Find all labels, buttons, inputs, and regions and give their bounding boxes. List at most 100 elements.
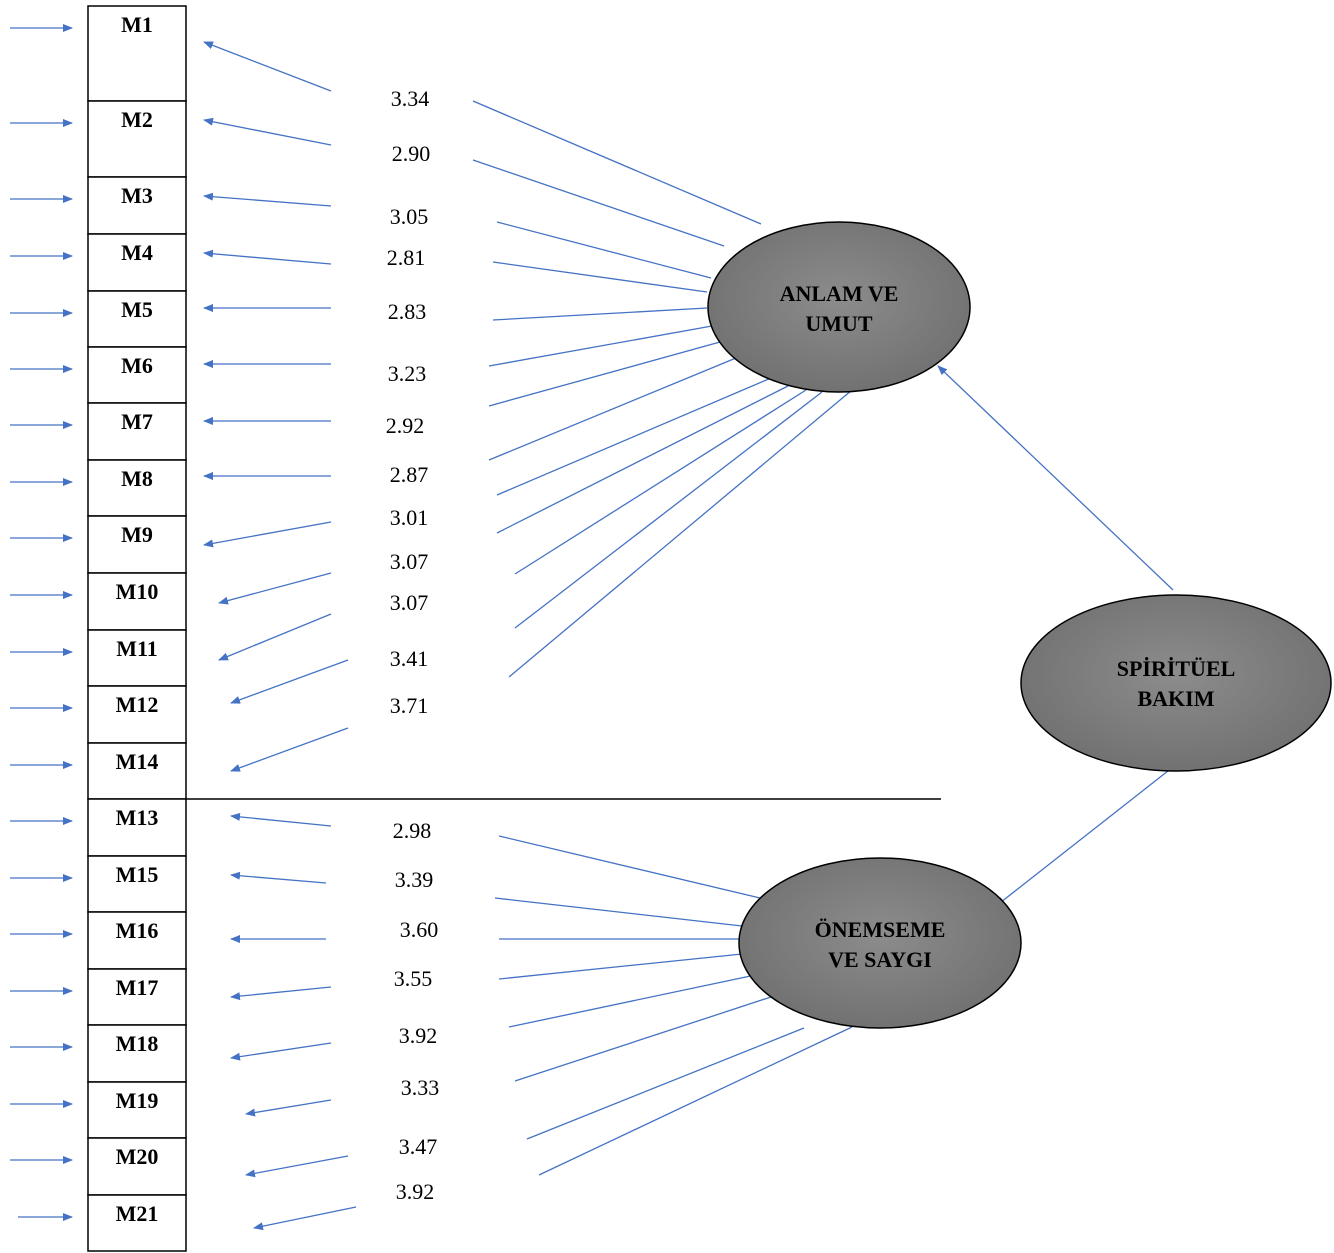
coefficient-label: 3.34 [391, 86, 430, 111]
item-box-m19: M19 [87, 1081, 187, 1139]
factor-spiritual-care-line2: BAKIM [1138, 686, 1215, 711]
coefficient-label: 3.07 [390, 549, 429, 574]
factor-ray [498, 835, 761, 899]
loading-arrow [203, 521, 332, 548]
factor-ray [488, 341, 721, 407]
factor-ray [526, 1027, 805, 1140]
factor-ray [508, 973, 761, 1028]
item-box-frame [87, 572, 187, 631]
item-box-m17: M17 [87, 968, 187, 1026]
coefficient-label: 3.41 [390, 646, 429, 671]
factor-ray [514, 993, 781, 1082]
loading-arrow [230, 1042, 332, 1061]
item-box-m10: M10 [87, 572, 187, 631]
item-box-frame [87, 911, 187, 970]
item-box-m8: M8 [87, 459, 187, 517]
item-box-m2: M2 [87, 100, 187, 178]
item-boxes: M1 M2 M3 M4 M5 M6 M7 M8 M9 M10 M11 M12 M14 M13 M15 M16 M… [87, 5, 187, 1252]
item-box-m6: M6 [87, 346, 187, 404]
factor-spiritual-care: SPİRİTÜEL BAKIM [1020, 594, 1332, 772]
coefficient-labels: 3.34 2.90 3.05 2.81 2.83 3.23 2.92 2.87 3.01 3.07… [386, 86, 440, 1204]
item-box-frame [87, 1194, 187, 1252]
loading-arrow [230, 812, 332, 827]
item-box-frame [87, 5, 187, 102]
item-box-frame [87, 629, 187, 687]
item-box-frame [87, 1024, 187, 1083]
coefficient-label: 2.90 [392, 141, 431, 166]
item-box-m7: M7 [87, 402, 187, 461]
loading-arrow [245, 1099, 332, 1117]
item-box-frame [87, 459, 187, 517]
item-box-m16: M16 [87, 911, 187, 970]
factor-care-respect-line2: VE SAYGI [828, 947, 932, 972]
item-box-m9: M9 [87, 515, 187, 574]
factor-care-respect: ÖNEMSEME VE SAYGI [738, 857, 1022, 1029]
factor-meaning-hope-line1: ANLAM VE [780, 281, 899, 306]
item-label: M21 [116, 1201, 159, 1226]
factor-ray [492, 261, 708, 293]
factor-ray [488, 357, 737, 461]
item-label: M10 [116, 579, 159, 604]
item-box-m15: M15 [87, 855, 187, 913]
item-label: M3 [121, 183, 153, 208]
factor-ray [538, 1026, 853, 1176]
loading-arrow [218, 613, 332, 661]
item-label: M1 [121, 12, 153, 37]
item-box-m12: M12 [87, 685, 187, 744]
coefficient-label: 2.98 [393, 818, 432, 843]
item-box-frame [87, 176, 187, 235]
factor-meaning-hope: ANLAM VE UMUT [707, 221, 971, 393]
item-box-m18: M18 [87, 1024, 187, 1083]
item-label: M20 [116, 1144, 159, 1169]
item-box-m14: M14 [87, 742, 187, 800]
item-box-frame [87, 1081, 187, 1139]
item-label: M12 [116, 692, 159, 717]
coefficient-label: 2.87 [390, 462, 429, 487]
factor-ray [472, 100, 762, 225]
factor-spiritual-care-line1: SPİRİTÜEL [1117, 656, 1236, 681]
coefficient-label: 3.39 [395, 867, 434, 892]
spiritual-to-meaning-arrow [937, 365, 1174, 591]
item-label: M19 [116, 1088, 159, 1113]
factor-ray [496, 221, 712, 279]
item-label: M8 [121, 466, 153, 491]
item-label: M17 [116, 975, 159, 1000]
spiritual-to-respect-arrow [995, 766, 1174, 907]
loading-arrow [218, 572, 332, 605]
coefficient-label: 3.05 [390, 204, 429, 229]
loading-arrow [203, 192, 332, 207]
coefficient-label: 3.71 [390, 693, 429, 718]
factor-ray [508, 389, 853, 678]
item-label: M15 [116, 862, 159, 887]
item-box-m5: M5 [87, 290, 187, 348]
item-label: M13 [116, 805, 159, 830]
item-label: M4 [121, 240, 153, 265]
coefficient-label: 3.92 [399, 1023, 438, 1048]
factor-ray [498, 953, 743, 980]
item-box-frame [87, 233, 187, 292]
coefficient-label: 3.23 [388, 361, 427, 386]
item-label: M5 [121, 297, 153, 322]
item-box-frame [87, 1137, 187, 1196]
loading-arrows [203, 41, 357, 1231]
item-box-frame [87, 968, 187, 1026]
item-label: M6 [121, 353, 153, 378]
factor-ray [494, 897, 743, 927]
item-label: M16 [116, 918, 159, 943]
coefficient-label: 3.47 [399, 1134, 438, 1159]
loading-arrow [245, 1155, 349, 1178]
loading-arrow [230, 871, 327, 884]
factor-ray [496, 385, 789, 534]
loading-arrow [253, 1206, 357, 1231]
factor-ray [472, 159, 725, 247]
coefficient-label: 3.01 [390, 505, 429, 530]
loading-arrow [230, 727, 349, 772]
item-box-frame [87, 346, 187, 404]
loading-arrow [203, 117, 332, 146]
item-box-frame [87, 798, 187, 857]
factor-ray [514, 389, 807, 575]
coefficient-label: 2.83 [388, 299, 427, 324]
loading-arrow [203, 249, 332, 265]
coefficient-label: 3.07 [390, 590, 429, 615]
